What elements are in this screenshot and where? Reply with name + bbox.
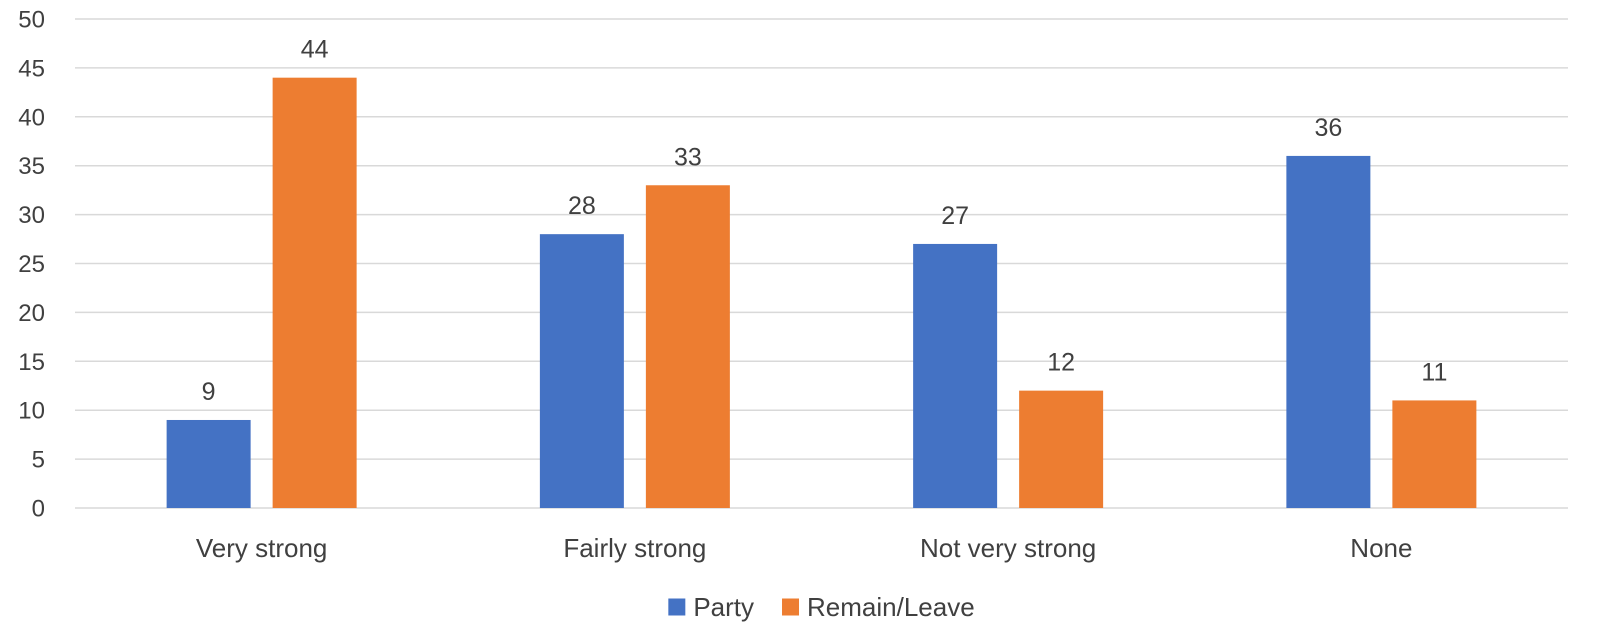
category-label: Fairly strong (563, 533, 706, 563)
category-label: Very strong (196, 533, 328, 563)
y-tick-label: 5 (32, 447, 45, 474)
y-tick-label: 20 (18, 300, 45, 327)
data-label: 36 (1314, 114, 1342, 142)
y-tick-label: 15 (18, 349, 45, 376)
y-tick-label: 25 (18, 251, 45, 278)
data-label: 11 (1421, 358, 1447, 386)
y-tick-label: 10 (18, 398, 45, 425)
data-label: 9 (202, 378, 216, 406)
legend-item: Remain/Leave (782, 592, 975, 622)
bar-remain-leave-0 (272, 77, 357, 509)
y-axis-tick-labels: 0 5 10 15 20 25 30 35 40 45 50 (18, 7, 45, 523)
y-tick-label: 30 (18, 202, 45, 229)
y-tick-label: 45 (18, 55, 45, 82)
x-axis-category-labels: Very strong Fairly strong Not very strong N… (196, 533, 1413, 563)
bars (166, 77, 1477, 509)
y-tick-label: 0 (32, 496, 45, 523)
bar-remain-leave-3 (1392, 400, 1477, 508)
data-label: 12 (1047, 349, 1075, 377)
bar-party-1 (539, 234, 624, 508)
legend-swatch (668, 598, 686, 616)
y-tick-label: 50 (18, 7, 45, 34)
bar-party-0 (166, 419, 251, 508)
bar-party-3 (1286, 155, 1371, 509)
bar-remain-leave-1 (645, 185, 730, 508)
data-label: 33 (674, 143, 702, 171)
category-label: None (1350, 533, 1412, 563)
data-label: 27 (941, 202, 969, 230)
category-label: Not very strong (920, 533, 1096, 563)
data-label: 44 (301, 36, 329, 64)
legend-label: Party (693, 592, 754, 622)
y-tick-label: 35 (18, 153, 45, 180)
bar-party-2 (913, 243, 998, 508)
legend-label: Remain/Leave (807, 592, 975, 622)
data-labels: 9 44 28 33 27 12 36 11 (202, 36, 1448, 406)
legend-item: Party (668, 592, 754, 622)
legend: Party Remain/Leave (668, 592, 975, 622)
bar-remain-leave-2 (1019, 390, 1104, 508)
data-label: 28 (568, 192, 596, 220)
legend-swatch (782, 598, 800, 616)
y-tick-label: 40 (18, 104, 45, 131)
